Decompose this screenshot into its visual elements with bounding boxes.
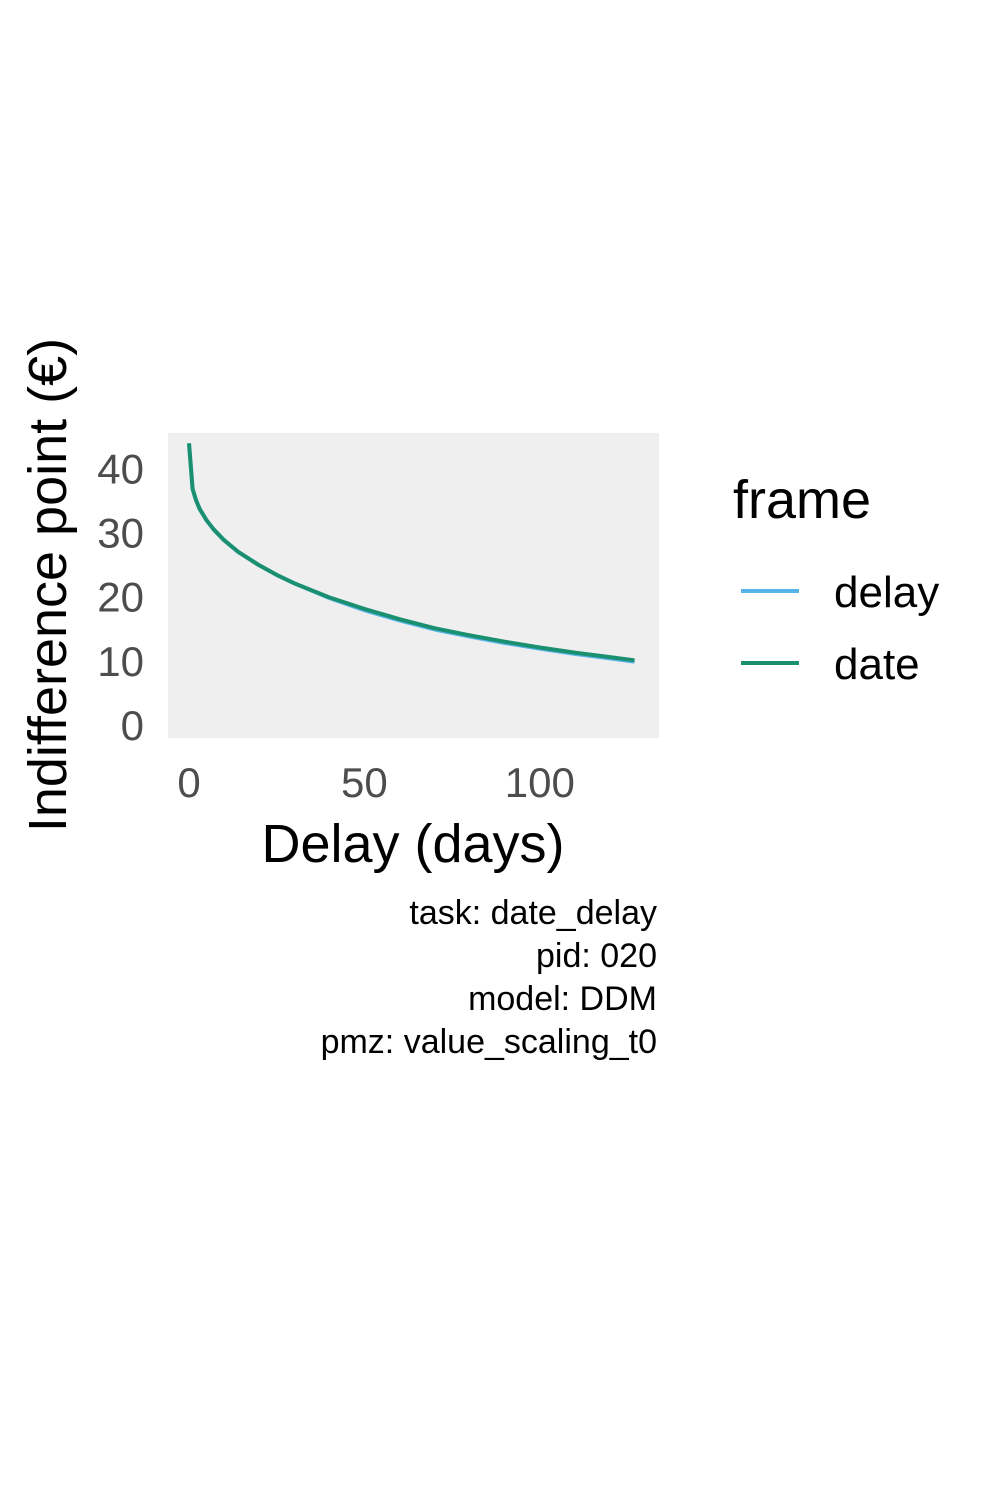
y-tick-label: 10 (97, 638, 144, 685)
series-lines (187, 443, 635, 664)
caption-line: pid: 020 (536, 937, 657, 975)
caption: task: date_delay pid: 020 model: DDM pmz: v… (321, 894, 657, 1061)
y-axis-title: Indifference point (€) (18, 338, 78, 832)
legend-label-delay: delay (834, 568, 939, 617)
x-tick-label: 0 (177, 759, 200, 806)
legend-title: frame (733, 470, 871, 530)
plot-panel (168, 433, 659, 738)
y-tick-label: 20 (97, 574, 144, 621)
y-tick-label: 30 (97, 510, 144, 557)
caption-line: task: date_delay (409, 894, 657, 932)
x-axis-title: Delay (days) (261, 814, 564, 874)
caption-line: pmz: value_scaling_t0 (321, 1023, 657, 1061)
legend: frame delay date (733, 470, 939, 689)
y-tick-label: 0 (121, 702, 144, 749)
y-tick-label: 40 (97, 445, 144, 492)
legend-label-date: date (834, 640, 920, 689)
x-axis-ticks: 0 50 100 (177, 759, 575, 806)
series-line-date (187, 443, 635, 663)
legend-entries: delay date (741, 568, 939, 689)
caption-line: model: DDM (468, 980, 657, 1018)
y-axis-ticks: 0 10 20 30 40 (97, 445, 144, 749)
x-tick-label: 50 (341, 759, 388, 806)
x-tick-label: 100 (505, 759, 575, 806)
